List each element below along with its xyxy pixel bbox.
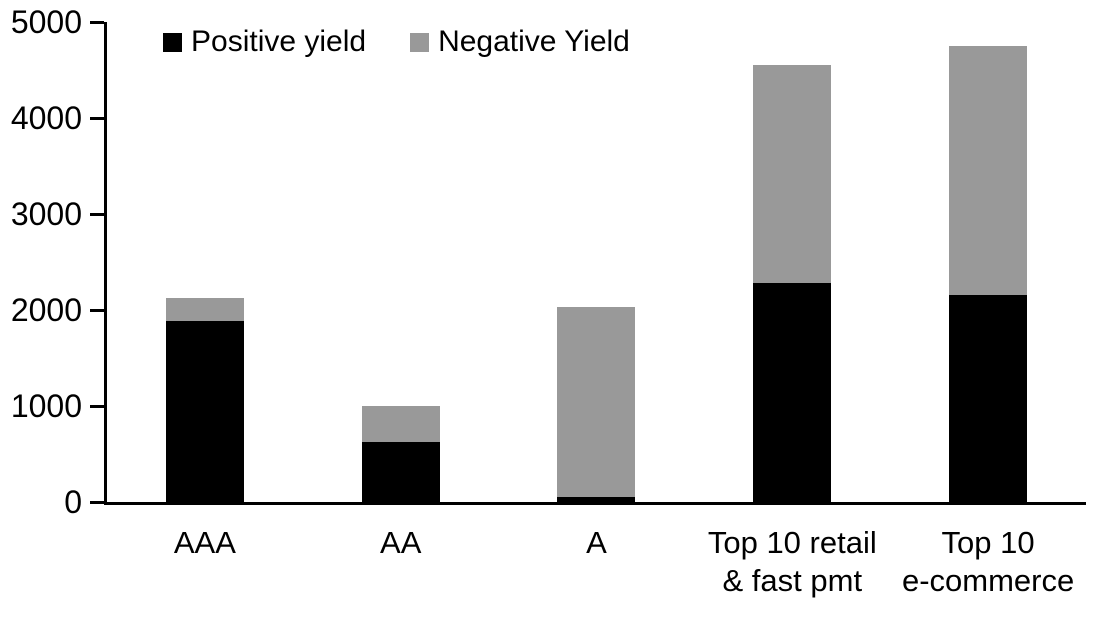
plot-area [90,20,1086,505]
y-tick-label-0: 0 [64,484,82,520]
x-label-aaa: AAA [173,525,236,560]
y-tick-label-2000: 2000 [10,292,82,328]
x-label-aa: AA [380,525,422,560]
legend-swatch-positive-yield [163,32,182,52]
bar-slot-aa [303,22,499,502]
bar-segment-negative-yield-aa [361,406,440,443]
y-tick-label-1000: 1000 [10,388,82,424]
bar-segment-negative-yield-a [557,307,636,498]
bar-segment-positive-yield-aa [361,442,440,502]
legend-swatch-negative-yield [410,32,430,52]
bar-segment-positive-yield-aaa [165,320,244,502]
y-tick-mark-2000 [90,308,104,312]
bar-group-aa [361,406,440,502]
x-label-a: A [586,525,607,560]
bar-segment-positive-yield-top-10-e-commerce [949,294,1028,502]
bar-group-a [557,307,636,502]
bar-slot-a [499,22,695,502]
bar-slot-top-10-retail-fast-pmt [694,22,890,502]
bar-slot-aaa [107,22,303,502]
bar-segment-negative-yield-aaa [165,297,244,321]
y-tick-mark-1000 [90,404,104,408]
y-tick-mark-3000 [90,212,104,216]
bar-segment-positive-yield-a [557,497,636,502]
x-label-top-10-e-commerce: Top 10 e-commerce [901,525,1075,598]
bar-group-top-10-retail-fast-pmt [753,65,832,502]
y-tick-mark-4000 [90,116,104,120]
y-tick-mark-5000 [90,20,104,24]
x-label-top-10-retail-fast-pmt: Top 10 retail & fast pmt [707,525,877,598]
bar-segment-negative-yield-top-10-retail-fast-pmt [753,65,832,284]
bar-segment-positive-yield-top-10-retail-fast-pmt [753,283,832,502]
y-tick-mark-0 [90,500,104,504]
chart-legend: Positive yield Negative Yield [163,25,630,59]
legend-item-positive-yield: Positive yield [163,25,366,59]
x-axis-category-labels: AAA AA A Top 10 retail & fast pmt Top 10 e-c… [107,524,1086,600]
y-tick-label-3000: 3000 [10,196,82,232]
bar-segment-negative-yield-top-10-e-commerce [949,46,1028,295]
y-tick-label-4000: 4000 [10,100,82,136]
bar-group-top-10-e-commerce [949,46,1028,502]
bar-slot-top-10-e-commerce [890,22,1086,502]
legend-label: Negative Yield [438,25,630,58]
legend-item-negative-yield: Negative Yield [410,25,630,59]
bar-group-aaa [165,297,244,502]
bars-row [107,22,1086,502]
y-tick-label-5000: 5000 [10,4,82,40]
legend-label: Positive yield [191,25,367,58]
